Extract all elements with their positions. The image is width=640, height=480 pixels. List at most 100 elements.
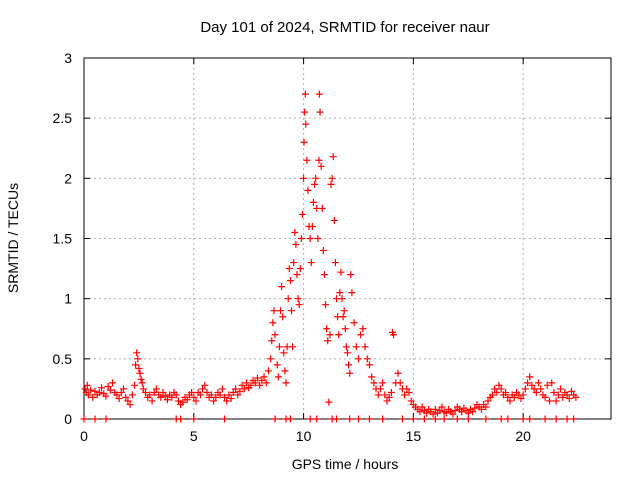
data-point: [199, 385, 207, 393]
data-point: [319, 247, 327, 255]
data-point: [344, 349, 351, 357]
data-point: [519, 391, 527, 399]
data-point: [331, 259, 339, 267]
data-point: [87, 386, 95, 394]
data-point: [120, 385, 128, 393]
data-point: [281, 367, 289, 375]
data-point: [275, 343, 283, 351]
x-tick-label: 10: [296, 428, 312, 444]
data-point: [526, 373, 534, 381]
data-point: [532, 389, 540, 397]
data-point: [95, 389, 103, 397]
data-point: [109, 379, 117, 387]
data-point: [196, 391, 204, 399]
data-point: [519, 415, 527, 423]
data-point: [329, 153, 337, 161]
data-point: [556, 385, 564, 393]
data-point: [326, 331, 334, 339]
data-point: [323, 325, 331, 333]
data-point: [376, 385, 384, 393]
data-point: [179, 398, 187, 406]
data-point: [102, 392, 110, 400]
data-point: [221, 393, 229, 401]
data-point: [269, 319, 277, 327]
data-point: [563, 391, 571, 399]
data-point: [368, 373, 376, 381]
data-point: [521, 385, 529, 393]
data-point: [361, 343, 369, 351]
data-point: [315, 156, 323, 164]
data-point: [104, 383, 112, 391]
data-point: [159, 389, 167, 397]
y-tick-label: 0: [64, 411, 72, 427]
data-point: [336, 289, 344, 297]
data-point: [543, 381, 551, 389]
data-point: [314, 235, 322, 242]
data-point: [318, 204, 326, 212]
data-point: [292, 241, 300, 249]
data-point: [482, 403, 490, 411]
data-point: [207, 391, 215, 399]
data-point: [190, 415, 198, 423]
data-point: [297, 235, 305, 242]
data-point: [210, 397, 218, 405]
data-point: [113, 391, 121, 399]
data-point: [347, 271, 355, 279]
data-point: [401, 391, 409, 399]
data-point: [288, 307, 296, 315]
data-point: [216, 391, 224, 399]
data-point: [273, 361, 281, 369]
data-point: [203, 389, 211, 397]
data-point: [91, 415, 99, 423]
data-point: [342, 343, 350, 351]
data-point: [348, 289, 356, 297]
data-point: [440, 415, 448, 423]
data-point: [530, 385, 538, 393]
data-point: [136, 369, 144, 377]
x-tick-label: 15: [406, 428, 422, 444]
data-point: [528, 381, 536, 389]
data-point: [271, 415, 279, 423]
data-point: [188, 389, 196, 397]
data-point: [546, 397, 554, 405]
data-point: [294, 295, 302, 303]
x-tick-label: 20: [515, 428, 531, 444]
data-point: [340, 307, 348, 315]
data-point: [363, 355, 371, 363]
data-point: [335, 331, 343, 339]
data-point: [504, 393, 512, 401]
data-point: [80, 415, 88, 423]
data-point: [135, 364, 143, 372]
data-point: [469, 408, 477, 416]
data-point: [247, 381, 255, 389]
data-point: [141, 389, 149, 397]
data-point: [290, 259, 298, 267]
data-point: [383, 397, 391, 405]
data-point: [301, 108, 309, 116]
x-axis-label: GPS time / hours: [292, 456, 399, 472]
data-point: [152, 385, 160, 393]
data-point: [190, 393, 198, 401]
data-point: [307, 259, 315, 267]
data-point: [453, 415, 461, 423]
data-point: [89, 393, 97, 401]
data-point: [232, 385, 240, 393]
data-point: [396, 379, 404, 387]
data-point: [464, 409, 472, 417]
data-point: [298, 210, 306, 218]
data-point: [282, 379, 290, 387]
data-point: [124, 397, 132, 405]
data-point: [345, 361, 353, 369]
data-point: [157, 393, 165, 401]
data-point: [260, 373, 268, 381]
data-point: [131, 381, 139, 389]
data-point: [238, 381, 246, 389]
data-point: [268, 337, 276, 345]
data-point: [322, 301, 330, 309]
data-point: [308, 222, 316, 230]
data-point: [306, 235, 314, 242]
data-point: [330, 216, 338, 224]
data-point: [325, 398, 333, 406]
data-point: [451, 407, 459, 415]
data-point: [535, 379, 543, 387]
